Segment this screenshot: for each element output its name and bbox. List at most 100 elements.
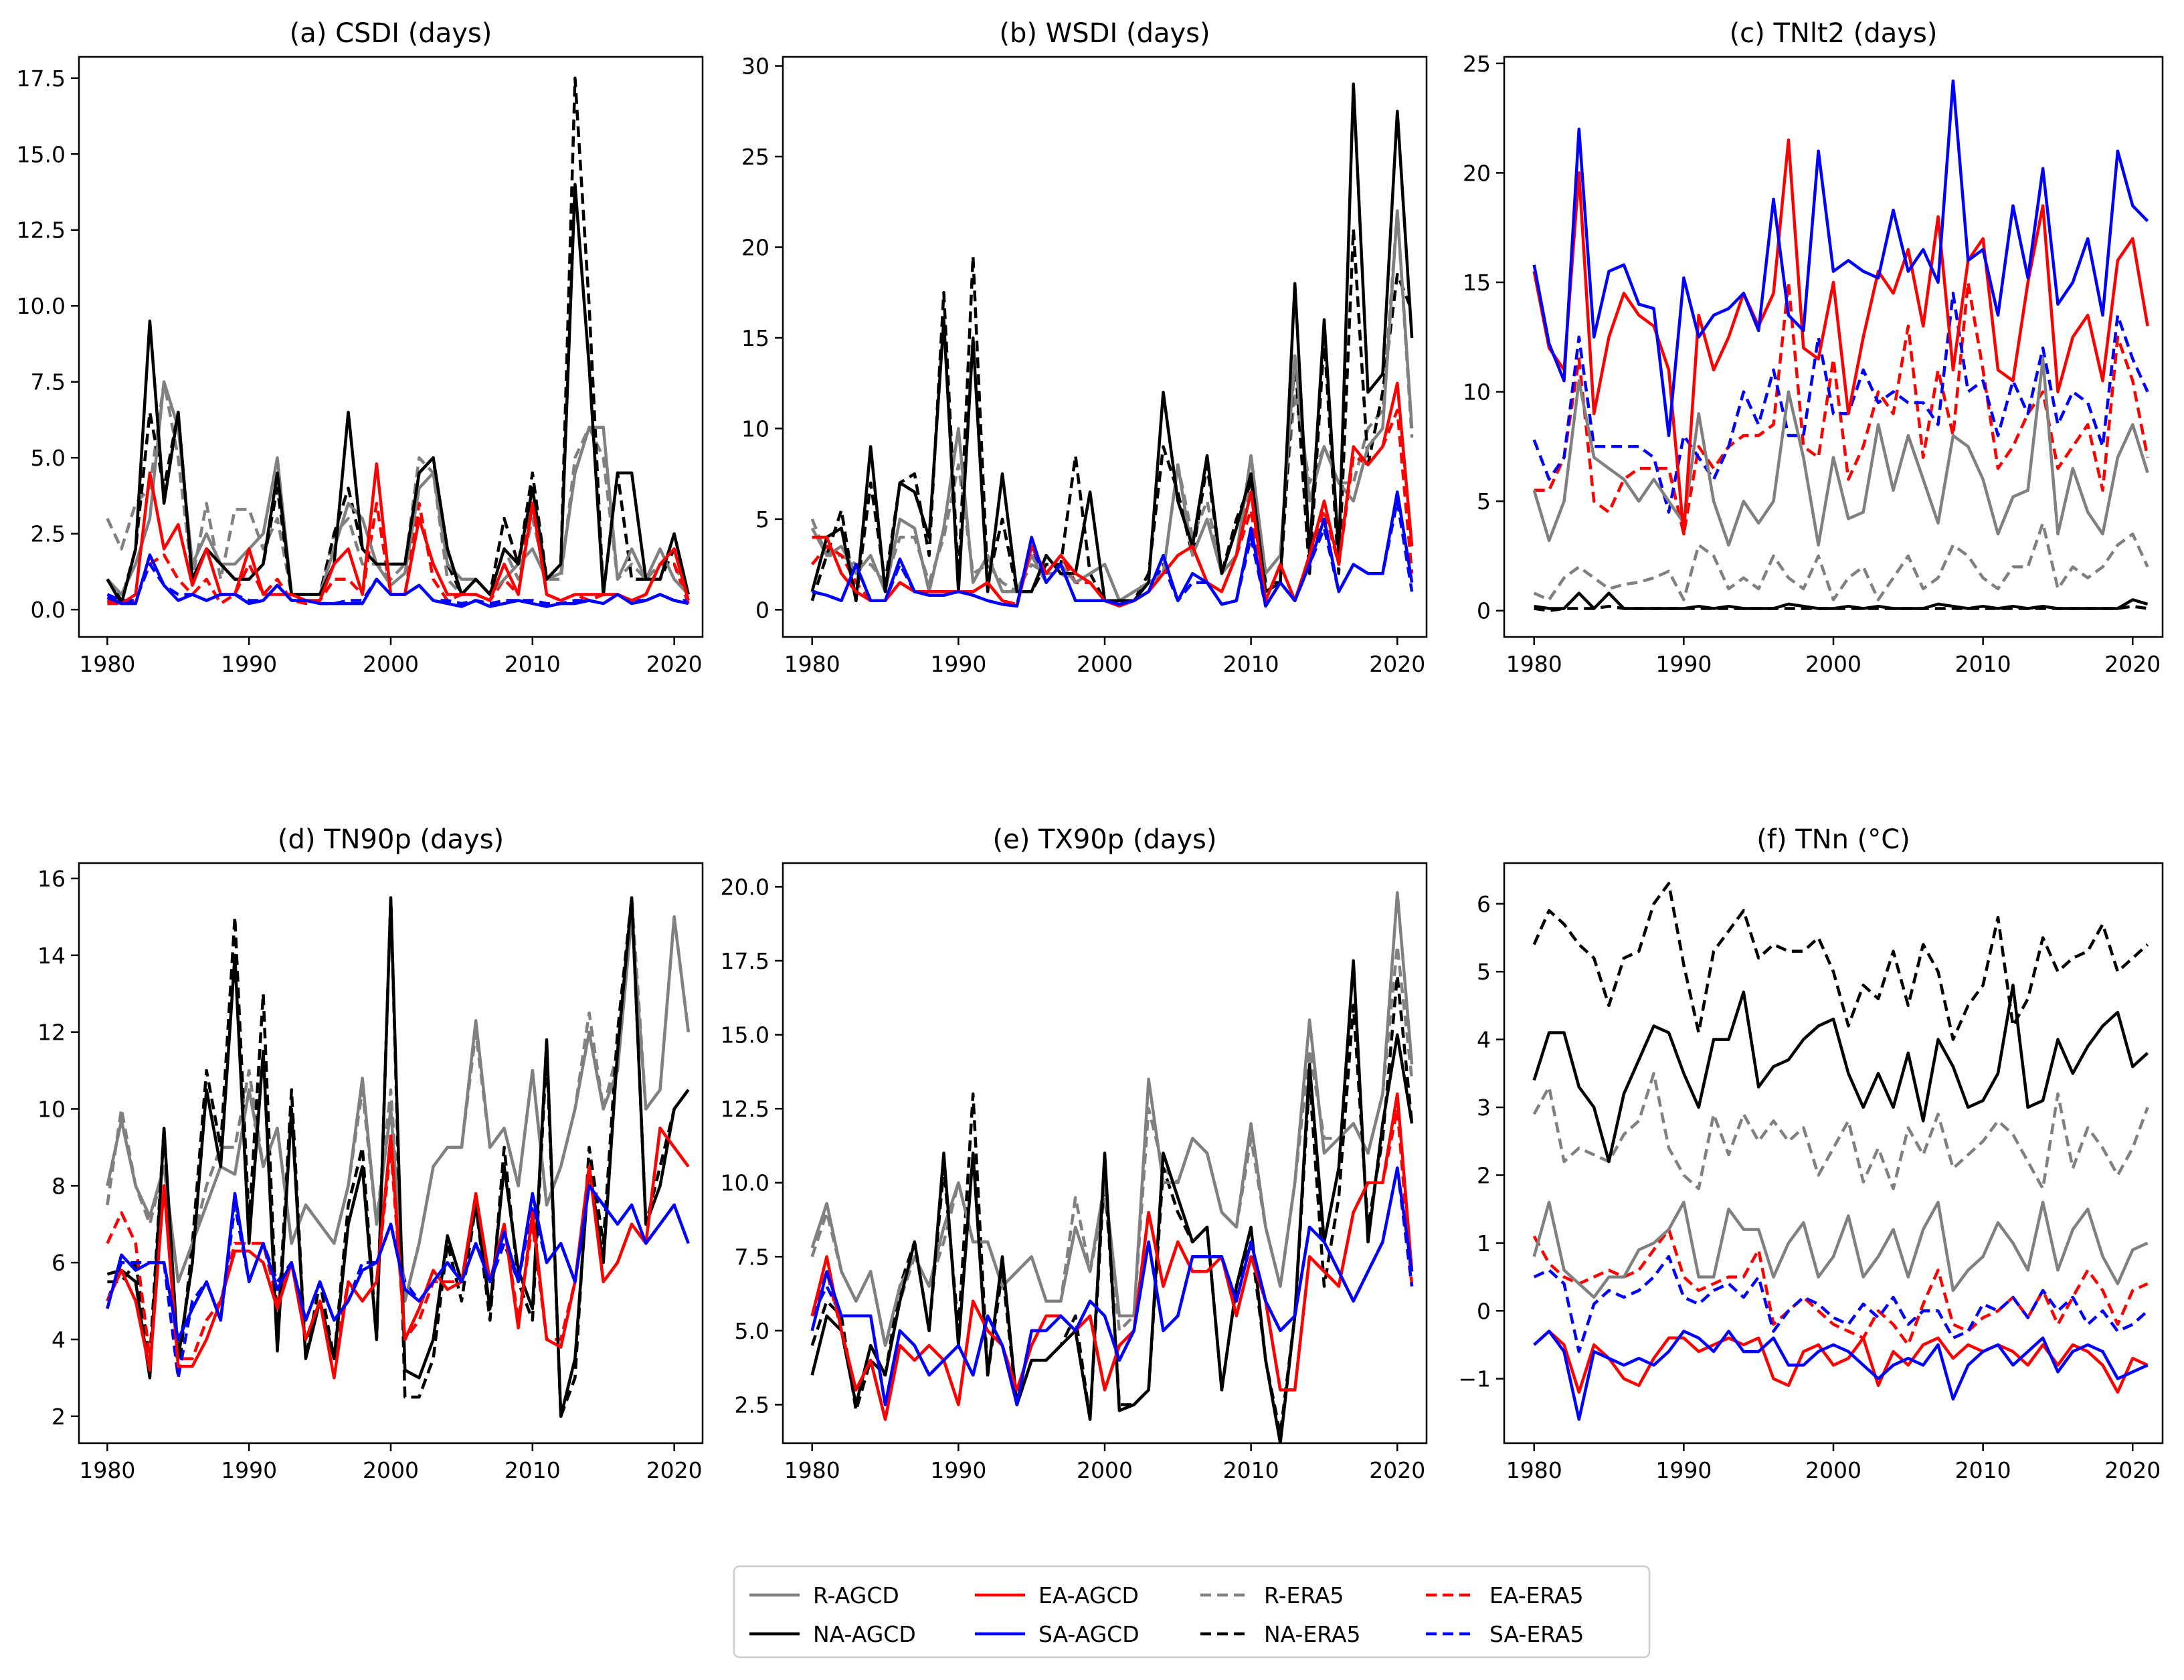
series-line-sa-era5 bbox=[1532, 292, 2149, 514]
y-tick-label: 17.5 bbox=[721, 948, 769, 974]
x-tick-label: 1980 bbox=[784, 1457, 840, 1483]
series-line-r-agcd bbox=[810, 891, 1414, 1347]
series-line-sa-agcd bbox=[1533, 1329, 2149, 1421]
chart-panel-2: (b) WSDI (days) 1980 1990 2000 2010 2020 0 5 10 1… bbox=[741, 18, 1428, 677]
y-tick-label: 1 bbox=[1477, 1230, 1491, 1256]
series-group bbox=[1532, 882, 2149, 1421]
x-tick-label: 2000 bbox=[363, 651, 419, 677]
series-line-r-agcd bbox=[106, 915, 691, 1303]
y-tick-label: 4 bbox=[1477, 1027, 1491, 1053]
series-group bbox=[810, 82, 1414, 608]
legend-item-na-agcd: NA-AGCD bbox=[749, 1621, 916, 1647]
x-tick-label: 1990 bbox=[1655, 651, 1712, 677]
y-tick-label: 7.5 bbox=[735, 1244, 769, 1270]
y-tick-label: 15.0 bbox=[721, 1022, 769, 1048]
x-tick-label: 2020 bbox=[2104, 651, 2161, 677]
series-line-r-era5 bbox=[1532, 1072, 2149, 1190]
x-tick-label: 2000 bbox=[363, 1457, 419, 1483]
y-tick-label: 10 bbox=[1463, 379, 1491, 405]
y-tick-label: 10.0 bbox=[721, 1170, 769, 1196]
y-tick-label: 5.0 bbox=[31, 445, 66, 471]
x-tick-label: 2000 bbox=[1077, 651, 1133, 677]
y-tick-label: 25 bbox=[741, 144, 769, 170]
x-tick-label: 1990 bbox=[930, 1457, 986, 1483]
series-line-sa-agcd bbox=[106, 1184, 690, 1341]
panel-title: (a) CSDI (days) bbox=[290, 18, 492, 49]
series-line-r-agcd bbox=[1532, 1200, 2149, 1299]
y-tick-label: 20.0 bbox=[721, 874, 769, 900]
x-tick-label: 1980 bbox=[79, 1457, 135, 1483]
chart-panel-3: (c) TNlt2 (days) 1980 1990 2000 2010 2020 0 5 10… bbox=[1463, 18, 2164, 677]
series-line-sa-agcd bbox=[1532, 79, 2149, 438]
y-tick-label: 15 bbox=[1463, 270, 1491, 296]
series-line-na-era5 bbox=[810, 227, 1414, 603]
y-tick-label: 8 bbox=[52, 1173, 66, 1199]
legend-box bbox=[733, 1565, 1651, 1659]
series-line-na-era5 bbox=[107, 896, 690, 1418]
y-tick-label: 2.5 bbox=[31, 521, 66, 547]
x-tick-label: 1990 bbox=[930, 651, 986, 677]
legend-label: EA-AGCD bbox=[1038, 1582, 1139, 1608]
chart-panel-6: (f) TNn (°C) 1980 1990 2000 2010 2020 −1 0 1 2 3 4 5… bbox=[1458, 824, 2164, 1483]
series-line-na-agcd bbox=[1534, 591, 2149, 610]
y-tick-label: 5.0 bbox=[735, 1318, 769, 1344]
series-line-ea-agcd bbox=[1533, 1329, 2149, 1394]
series-line-r-era5 bbox=[1533, 521, 2149, 601]
y-tick-label: −1 bbox=[1458, 1366, 1491, 1392]
panel-title: (c) TNlt2 (days) bbox=[1730, 18, 1938, 49]
x-tick-label: 1980 bbox=[784, 651, 840, 677]
x-tick-label: 2010 bbox=[505, 1457, 561, 1483]
series-line-na-agcd bbox=[810, 82, 1414, 603]
chart-panel-5: (e) TX90p (days) 1980 1990 2000 2010 2020 2.5 5… bbox=[721, 824, 1428, 1483]
x-tick-label: 2010 bbox=[1955, 1457, 2011, 1483]
series-line-r-era5 bbox=[106, 896, 691, 1303]
series-group bbox=[810, 891, 1414, 1443]
x-tick-label: 1980 bbox=[1506, 651, 1562, 677]
series-line-sa-agcd bbox=[106, 553, 689, 608]
y-tick-label: 3 bbox=[1477, 1095, 1491, 1121]
series-line-na-agcd bbox=[106, 183, 690, 605]
legend-item-ea-agcd: EA-AGCD bbox=[975, 1582, 1139, 1608]
series-line-na-era5 bbox=[1532, 882, 2149, 1041]
y-tick-label: 7.5 bbox=[31, 369, 66, 395]
legend-label: R-AGCD bbox=[813, 1582, 899, 1608]
y-tick-label: 5 bbox=[755, 506, 769, 533]
panel-title: (b) WSDI (days) bbox=[999, 18, 1210, 49]
y-tick-label: 25 bbox=[1463, 51, 1491, 77]
legend-label: SA-ERA5 bbox=[1489, 1621, 1584, 1647]
x-tick-label: 1980 bbox=[1506, 1457, 1562, 1483]
y-tick-label: 14 bbox=[37, 943, 66, 969]
y-tick-label: 4 bbox=[52, 1327, 66, 1353]
series-line-ea-agcd bbox=[1532, 138, 2149, 536]
y-tick-label: 2 bbox=[52, 1404, 66, 1430]
y-tick-label: 12.5 bbox=[721, 1096, 769, 1122]
legend-label: EA-ERA5 bbox=[1489, 1582, 1584, 1608]
y-tick-label: 6 bbox=[1477, 891, 1491, 917]
y-tick-label: 30 bbox=[741, 54, 769, 80]
y-tick-label: 20 bbox=[1463, 160, 1491, 186]
x-tick-label: 2000 bbox=[1805, 651, 1861, 677]
chart-panels: (a) CSDI (days)1980 1990 2000 2010 20200.02.… bbox=[17, 18, 2164, 1483]
x-tick-label: 2000 bbox=[1077, 1457, 1133, 1483]
y-tick-label: 2 bbox=[1477, 1162, 1491, 1188]
legend: R-AGCD NA-AGCD EA-AGCD SA-AGCD R-ERA5 NA-ERA5… bbox=[733, 1565, 1651, 1659]
y-tick-label: 0 bbox=[1477, 1298, 1491, 1324]
series-line-sa-agcd bbox=[812, 490, 1414, 608]
y-tick-label: 12.5 bbox=[17, 217, 66, 244]
legend-item-na-era5: NA-ERA5 bbox=[1200, 1621, 1360, 1647]
y-tick-label: 15.0 bbox=[17, 141, 66, 167]
series-line-sa-agcd bbox=[810, 1166, 1414, 1406]
x-tick-label: 1990 bbox=[221, 651, 277, 677]
series-line-na-agcd bbox=[106, 896, 690, 1418]
panel-title: (d) TN90p (days) bbox=[278, 824, 504, 855]
legend-label: R-ERA5 bbox=[1264, 1582, 1344, 1608]
y-tick-label: 10 bbox=[741, 415, 769, 442]
series-group bbox=[106, 76, 690, 608]
y-tick-label: 5 bbox=[1477, 959, 1491, 985]
series-line-na-era5 bbox=[810, 973, 1414, 1436]
panel-title: (e) TX90p (days) bbox=[993, 824, 1217, 855]
x-tick-label: 2020 bbox=[646, 651, 703, 677]
y-tick-label: 10.0 bbox=[17, 293, 66, 319]
x-tick-label: 2000 bbox=[1805, 1457, 1861, 1483]
